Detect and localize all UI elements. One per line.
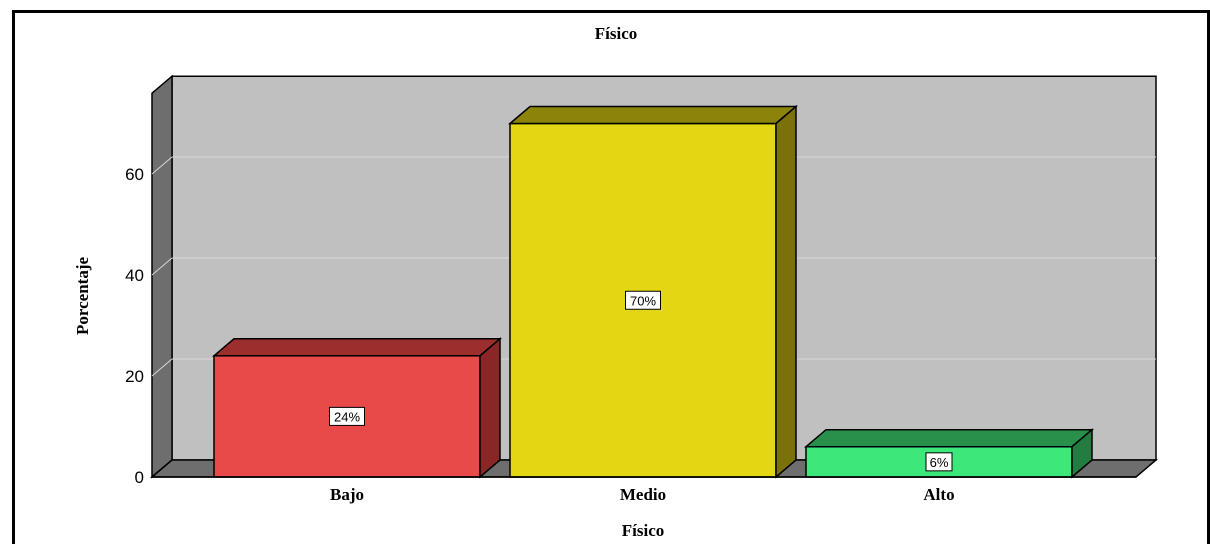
y-tick-label: 40 [125,266,144,285]
bar-top [507,105,799,125]
data-label: 6% [930,455,949,470]
x-tick-label: Medio [620,485,666,504]
plot-area: 0 20 40 60 24% Bajo 70% Medio 6% Alto [125,74,1159,504]
y-tick-label: 60 [125,165,144,184]
data-label: 24% [334,409,360,424]
chart-title: Físico [595,24,638,43]
bar-side [775,104,797,479]
data-label-box [925,452,953,472]
data-label: 70% [630,293,656,308]
bar-top [211,338,503,357]
bar-top [803,428,1095,448]
data-label-box [329,406,365,426]
gridline-side [151,358,173,377]
y-axis-label: Porcentaje [73,257,92,335]
y-tick-label: 0 [135,468,144,487]
x-tick-label: Bajo [330,485,364,504]
bar-side [479,337,501,479]
x-axis-label: Físico [622,521,665,540]
gridline-side [151,156,173,175]
data-label-box [625,290,661,310]
side-wall [151,74,173,479]
x-tick-label: Alto [923,485,954,504]
y-tick-label: 20 [125,367,144,386]
gridline-side [151,257,173,276]
bar-side [1071,428,1093,479]
